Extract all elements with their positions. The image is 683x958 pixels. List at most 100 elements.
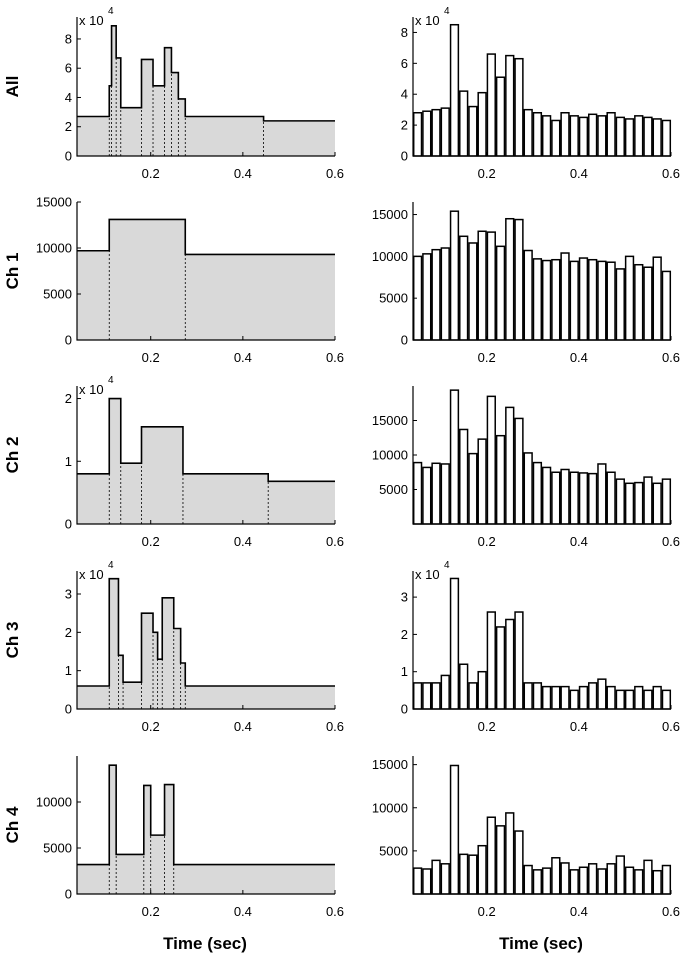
bar	[514, 218, 524, 341]
bar	[505, 406, 515, 525]
x-tick-label: 0.4	[234, 534, 252, 549]
bar	[661, 478, 672, 525]
bar	[440, 247, 450, 341]
y-tick-label: 15000	[372, 413, 408, 428]
bar	[431, 248, 441, 341]
y-tick-label: 6	[65, 61, 72, 76]
chart-ch2-right: 5000 10000 15000 0.2 0.4 0.6	[372, 386, 680, 549]
bar	[449, 389, 460, 525]
bar	[422, 466, 432, 525]
x-tick-label: 0.2	[478, 534, 496, 549]
bar	[634, 263, 644, 341]
x-tick-label: 0.6	[326, 350, 344, 365]
y-tick-label: 0	[401, 149, 408, 164]
step-line	[77, 764, 335, 866]
bar	[551, 471, 561, 525]
bar	[606, 261, 616, 341]
bar	[624, 689, 635, 710]
bar	[459, 428, 469, 525]
bar	[532, 461, 543, 525]
bar	[440, 463, 450, 525]
axis-multiplier: x 10	[415, 13, 440, 28]
bar	[514, 830, 524, 895]
bar	[551, 119, 561, 157]
bar	[468, 105, 478, 157]
bar	[412, 461, 423, 525]
y-tick-label: 2	[401, 627, 408, 642]
bar	[588, 863, 598, 895]
area-fill	[77, 398, 335, 524]
bar	[588, 113, 598, 157]
bar	[431, 682, 441, 710]
y-tick-label: 10000	[372, 448, 408, 463]
bar	[606, 863, 616, 895]
y-tick-label: 5000	[379, 291, 408, 306]
axis-multiplier-exponent: 4	[108, 375, 114, 386]
bar	[624, 866, 635, 895]
bar	[560, 252, 570, 341]
step-line	[77, 218, 335, 256]
axis-multiplier-exponent: 4	[444, 6, 450, 17]
bar	[477, 91, 487, 157]
bar	[560, 112, 570, 157]
bar	[523, 249, 533, 341]
y-tick-label: 2	[65, 119, 72, 134]
bar	[486, 611, 496, 710]
y-tick-label: 8	[401, 25, 408, 40]
bar	[643, 116, 653, 157]
x-tick-label: 0.2	[478, 350, 496, 365]
bar	[541, 115, 552, 157]
chart-ch4-left: 0 5000 10000 0.2 0.4 0.6 Ch 4 Time (sec)	[3, 756, 344, 953]
bar	[523, 682, 533, 710]
row-label: Ch 3	[3, 622, 22, 659]
bar	[569, 471, 579, 525]
chart-ch3-right: 0 1 2 3 0.2 0.4 0.6 x 10 4	[401, 560, 680, 734]
bar	[578, 472, 589, 525]
bar	[486, 816, 496, 895]
bar	[422, 682, 432, 710]
bar	[578, 116, 589, 157]
axis-multiplier: x 10	[79, 382, 104, 397]
chart-ch1-right: 0 5000 10000 15000 0.2 0.4 0.6	[372, 202, 680, 365]
y-tick-label: 5000	[379, 843, 408, 858]
y-tick-label: 1	[65, 663, 72, 678]
bar	[606, 471, 616, 525]
axis-multiplier-exponent: 4	[108, 6, 114, 17]
chart-all-left: 0 2 4 6 8 0.2 0.4 0.6 x 10 4 All	[3, 6, 344, 181]
bar	[486, 53, 496, 157]
bar	[634, 869, 644, 895]
bar	[495, 76, 506, 157]
axis-multiplier: x 10	[415, 567, 440, 582]
x-tick-label: 0.4	[570, 904, 588, 919]
axis-multiplier: x 10	[79, 13, 104, 28]
axis-multiplier-exponent: 4	[108, 560, 114, 571]
bar	[449, 764, 460, 895]
bar	[532, 112, 543, 157]
x-tick-label: 0.4	[234, 904, 252, 919]
chart-ch2-left: 0 1 2 0.2 0.4 0.6 x 10 4 Ch 2	[3, 375, 344, 549]
bar	[551, 857, 561, 895]
y-tick-label: 1	[65, 454, 72, 469]
row-label: All	[3, 76, 22, 98]
bar	[578, 685, 589, 710]
bar	[468, 242, 478, 341]
bar	[422, 868, 432, 895]
x-tick-label: 0.2	[142, 534, 160, 549]
bar	[578, 866, 589, 895]
x-axis-label: Time (sec)	[499, 934, 583, 953]
y-tick-label: 2	[401, 118, 408, 133]
y-tick-label: 0	[65, 887, 72, 902]
bar	[431, 859, 441, 895]
bar	[505, 812, 515, 895]
bar	[643, 689, 653, 710]
bar	[459, 90, 469, 157]
row-label: Ch 2	[3, 437, 22, 474]
bar	[412, 112, 423, 157]
y-tick-label: 3	[401, 590, 408, 605]
bar	[514, 57, 524, 157]
x-tick-label: 0.6	[326, 166, 344, 181]
chart-ch4-right: 5000 10000 15000 0.2 0.4 0.6 Time (sec)	[372, 756, 680, 953]
bar	[422, 253, 432, 341]
bar	[505, 54, 515, 157]
